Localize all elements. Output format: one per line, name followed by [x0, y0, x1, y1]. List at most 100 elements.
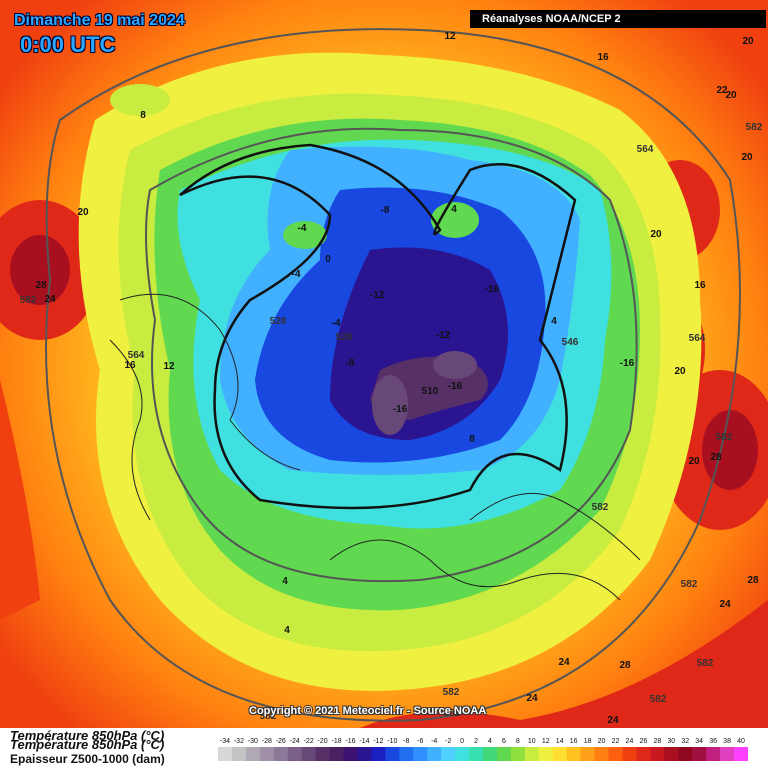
temp-label: 28 [35, 280, 47, 291]
scale-swatch [510, 747, 526, 761]
scale-swatch [608, 747, 623, 761]
scale-swatch [301, 747, 317, 761]
temp-label: 16 [694, 280, 706, 291]
temp-label: 24 [607, 715, 619, 726]
scale-tick-label: 6 [502, 738, 506, 745]
scale-swatch [413, 747, 428, 761]
scale-tick-label: 18 [584, 738, 592, 745]
scale-tick-label: 32 [681, 738, 689, 745]
legend-title-2: Température 850hPa (°C) [10, 737, 165, 752]
temp-label: 510 [422, 386, 439, 397]
scale-tick-label: 36 [709, 738, 717, 745]
temp-label: 22 [716, 85, 728, 96]
scale-swatch [496, 747, 512, 761]
temp-label: -4 [292, 269, 301, 280]
scale-tick-label: 8 [516, 738, 520, 745]
scale-swatch [678, 747, 693, 761]
temp-label: 4 [282, 576, 288, 587]
scale-tick-label: 20 [598, 738, 606, 745]
thickness-label: 528 [270, 316, 287, 327]
map-time: 0:00 UTC [20, 32, 116, 57]
thickness-label: 582 [650, 694, 667, 705]
temp-label: 20 [77, 207, 89, 218]
map-date: Dimanche 19 mai 2024 [14, 12, 185, 29]
scale-swatch [650, 747, 665, 761]
scale-swatch [734, 747, 748, 761]
scale-swatch [329, 747, 345, 761]
thickness-label: 582 [443, 687, 460, 698]
scale-swatch [287, 747, 303, 761]
temp-label: 24 [526, 693, 538, 704]
scale-swatch [245, 747, 261, 761]
scale-swatch [469, 747, 484, 761]
scale-swatch [594, 747, 610, 761]
temp-label: 20 [741, 152, 753, 163]
coastlines [109, 293, 641, 601]
scale-tick-label: -30 [248, 738, 258, 745]
scale-swatch [706, 747, 721, 761]
scale-tick-label: 24 [626, 738, 634, 745]
scale-swatch [566, 747, 582, 761]
thickness-label: 546 [562, 337, 579, 348]
temp-label: 20 [725, 90, 737, 101]
pocket-green-west [283, 221, 327, 249]
thickness-label: 582 [592, 502, 609, 513]
scale-swatch [385, 747, 400, 761]
scale-tick-label: 4 [488, 738, 492, 745]
scale-swatch [580, 747, 596, 761]
scale-swatch [664, 747, 679, 761]
temp-label: -4 [332, 318, 341, 329]
scale-swatch [622, 747, 637, 761]
scale-swatch [427, 747, 442, 761]
temp-core-east [433, 351, 477, 379]
temp-label: 12 [163, 361, 175, 372]
thickness-label: 582 [260, 711, 277, 722]
temp-label: 28 [710, 452, 722, 463]
scale-swatch [259, 747, 275, 761]
scale-tick-label: -4 [431, 738, 437, 745]
temp-label: 20 [688, 456, 700, 467]
thickness-label: 582 [716, 432, 733, 443]
scale-tick-label: 30 [667, 738, 675, 745]
scale-tick-label: 28 [653, 738, 661, 745]
temp-label: 8 [140, 110, 146, 121]
thickness-label: 528 [336, 332, 353, 343]
scale-swatch [231, 747, 247, 761]
scale-swatch [524, 747, 540, 761]
scale-tick-label: -14 [359, 738, 369, 745]
temp-label: 24 [558, 657, 570, 668]
scale-tick-label: -20 [318, 738, 328, 745]
scale-tick-label: 16 [570, 738, 578, 745]
temp-label: 20 [674, 366, 686, 377]
scale-tick-label: 22 [612, 738, 620, 745]
scale-tick-label: 0 [460, 738, 464, 745]
temp-label: 12 [444, 31, 456, 42]
scale-swatch [636, 747, 651, 761]
temp-label: 28 [747, 575, 759, 586]
temp-label: -16 [393, 404, 408, 415]
thickness-label: 582 [444, 708, 461, 719]
temp-label: 4 [551, 316, 557, 327]
scale-swatch [273, 747, 289, 761]
scale-swatch [218, 747, 233, 761]
legend-title-1: Température 850hPa (°C) [10, 728, 165, 743]
legend-title-3: Epaisseur Z500-1000 (dam) [10, 752, 165, 766]
scale-tick-label: -18 [331, 738, 341, 745]
scale-swatch [371, 747, 386, 761]
scale-swatch [455, 747, 470, 761]
scale-swatch [399, 747, 414, 761]
temp-label: 4 [284, 625, 290, 636]
scale-tick-label: -12 [373, 738, 383, 745]
scale-swatch [315, 747, 331, 761]
scale-tick-label: -32 [234, 738, 244, 745]
temp-label: -16 [448, 381, 463, 392]
thickness-label: 564 [689, 333, 706, 344]
thickness-label: 564 [637, 144, 654, 155]
scale-tick-label: -24 [290, 738, 300, 745]
pocket-green-north [431, 202, 479, 238]
scale-tick-label: -10 [387, 738, 397, 745]
thickness-label: 582 [697, 658, 714, 669]
temp-core-west [372, 375, 408, 435]
scale-tick-label: -16 [345, 738, 355, 745]
